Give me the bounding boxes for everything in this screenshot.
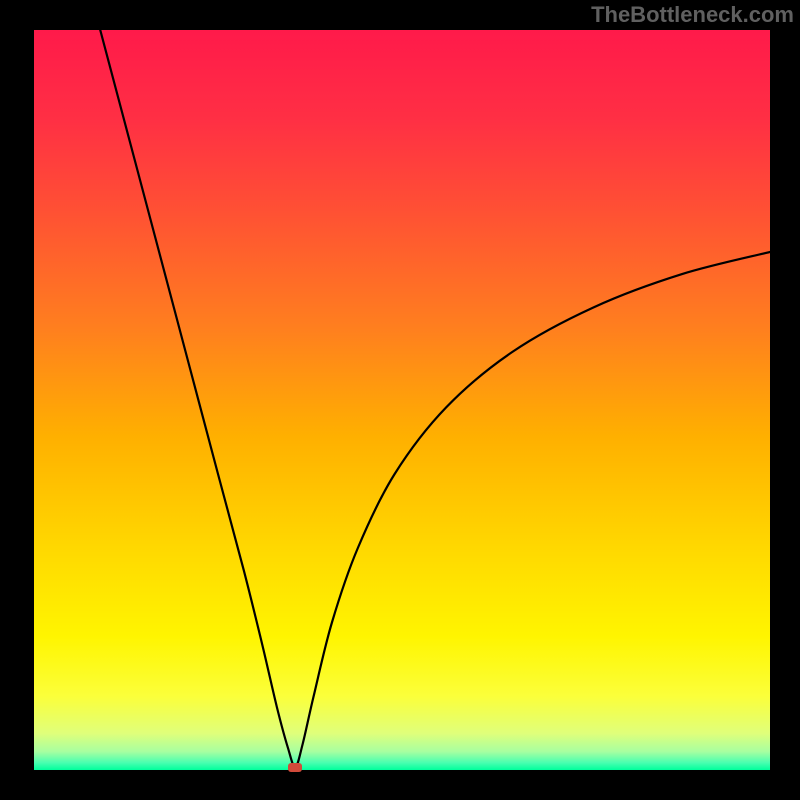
chart-container: TheBottleneck.com [0,0,800,800]
curve-layer [34,30,770,770]
bottleneck-curve [100,30,770,767]
minimum-marker [288,763,302,772]
watermark-text: TheBottleneck.com [591,2,794,28]
plot-area [34,30,770,770]
